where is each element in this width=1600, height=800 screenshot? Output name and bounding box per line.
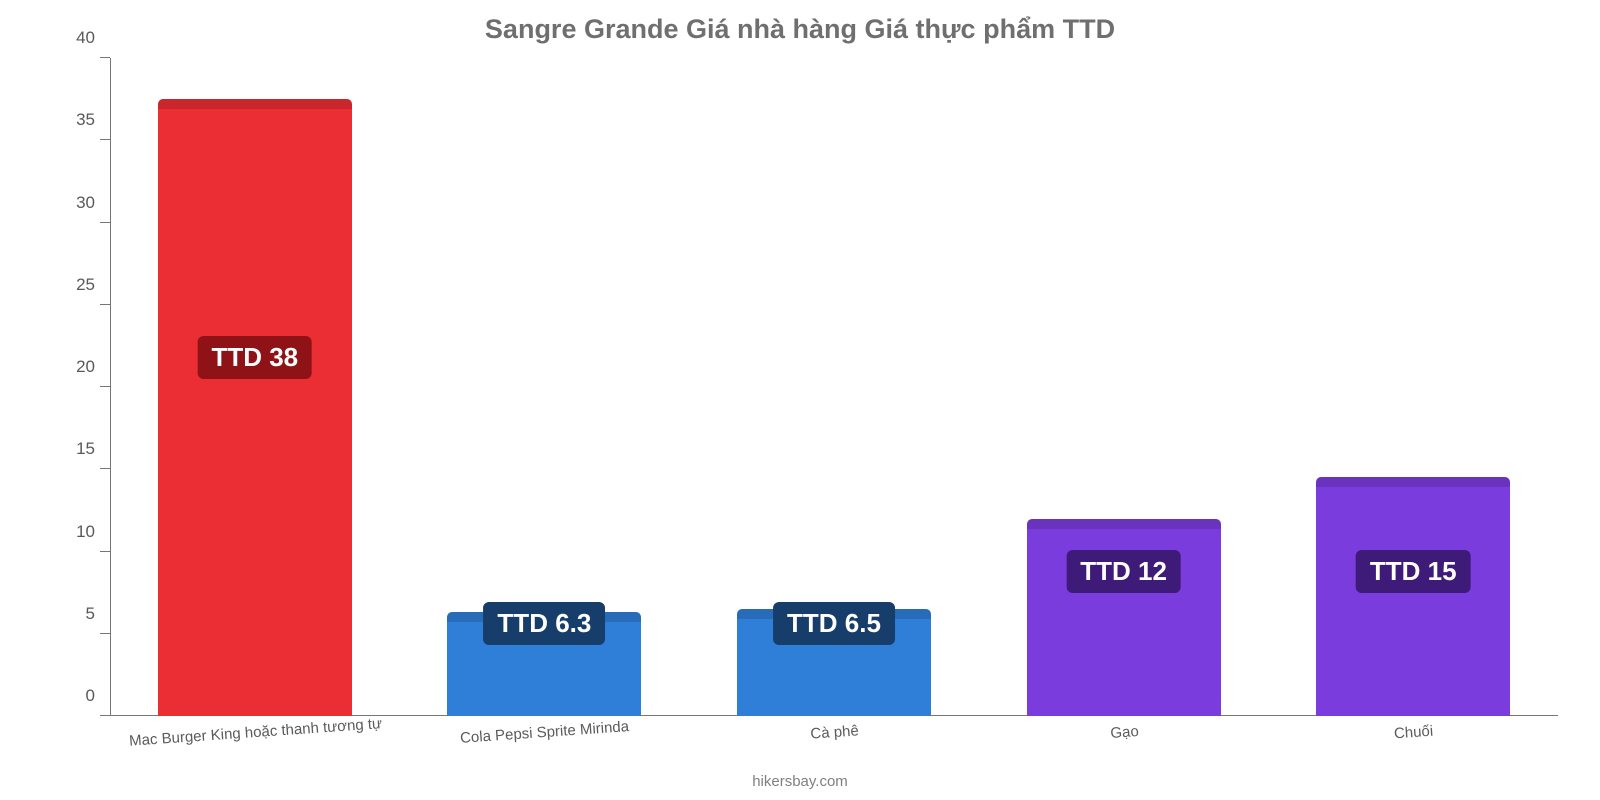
x-axis-label: Chuối xyxy=(1394,723,1434,743)
y-tick-label: 25 xyxy=(50,275,95,295)
chart-area: 0510152025303540 TTD 38Mac Burger King h… xyxy=(110,58,1558,716)
y-tick xyxy=(100,139,110,140)
y-tick xyxy=(100,551,110,552)
footer-attribution: hikersbay.com xyxy=(0,773,1600,790)
value-badge: TTD 6.5 xyxy=(773,602,895,645)
y-axis xyxy=(110,58,111,716)
bar-slot: TTD 38Mac Burger King hoặc thanh tương t… xyxy=(158,58,352,716)
chart-title: Sangre Grande Giá nhà hàng Giá thực phẩm… xyxy=(0,0,1600,53)
y-tick-label: 0 xyxy=(50,686,95,706)
bar-top-shade xyxy=(1316,477,1510,487)
y-tick-label: 15 xyxy=(50,439,95,459)
y-tick-label: 20 xyxy=(50,357,95,377)
x-axis-label: Cà phê xyxy=(810,722,859,742)
plot-area: 0510152025303540 TTD 38Mac Burger King h… xyxy=(110,58,1558,716)
bar xyxy=(1316,477,1510,716)
y-tick-label: 40 xyxy=(50,28,95,48)
y-tick xyxy=(100,222,110,223)
value-badge: TTD 38 xyxy=(197,336,312,379)
y-tick xyxy=(100,386,110,387)
value-badge: TTD 6.3 xyxy=(483,602,605,645)
bar-slot: TTD 6.3Cola Pepsi Sprite Mirinda xyxy=(447,58,641,716)
bar-slot: TTD 12Gạo xyxy=(1027,58,1221,716)
x-axis-label: Cola Pepsi Sprite Mirinda xyxy=(460,718,630,747)
bar xyxy=(158,99,352,716)
bar-top-shade xyxy=(158,99,352,109)
y-tick-label: 35 xyxy=(50,110,95,130)
y-tick xyxy=(100,57,110,58)
x-axis-label: Mac Burger King hoặc thanh tương tự xyxy=(128,715,382,750)
y-tick xyxy=(100,468,110,469)
bar xyxy=(1027,519,1221,716)
y-tick-label: 5 xyxy=(50,604,95,624)
value-badge: TTD 12 xyxy=(1066,550,1181,593)
y-tick xyxy=(100,304,110,305)
x-axis-label: Gạo xyxy=(1109,723,1138,742)
y-tick-label: 10 xyxy=(50,522,95,542)
bar-top-shade xyxy=(1027,519,1221,529)
bar-slot: TTD 15Chuối xyxy=(1316,58,1510,716)
bar-slot: TTD 6.5Cà phê xyxy=(737,58,931,716)
y-tick xyxy=(100,633,110,634)
value-badge: TTD 15 xyxy=(1356,550,1471,593)
y-tick-label: 30 xyxy=(50,193,95,213)
y-tick xyxy=(100,715,110,716)
